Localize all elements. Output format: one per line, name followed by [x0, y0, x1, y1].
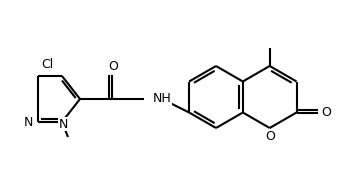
Text: O: O: [321, 106, 331, 119]
Text: O: O: [265, 130, 275, 143]
Text: O: O: [108, 60, 118, 73]
Text: NH: NH: [153, 93, 172, 106]
Text: Cl: Cl: [41, 59, 53, 72]
Text: N: N: [58, 118, 68, 131]
Text: NH: NH: [153, 93, 172, 106]
Text: N: N: [24, 115, 33, 128]
